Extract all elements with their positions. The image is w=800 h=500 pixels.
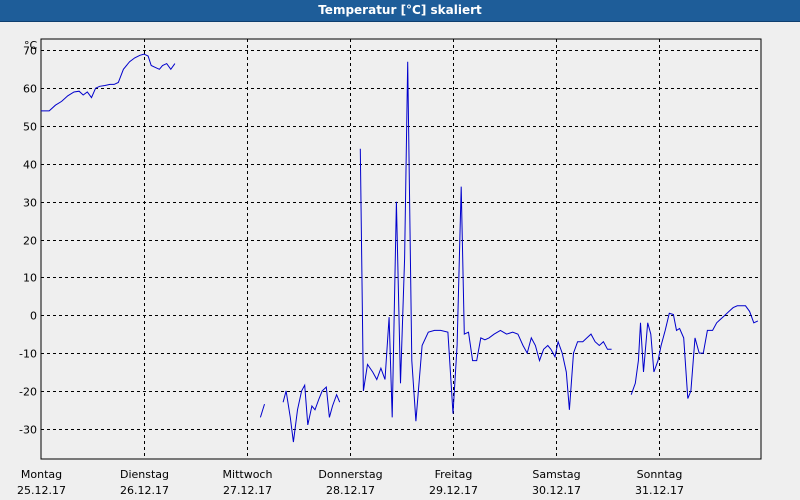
y-axis-ticks: 70 60 50 40 30 20 10 0 -10 -20 -30 — [19, 45, 37, 437]
chart-area: °C 70 60 50 40 30 20 10 0 -10 -20 -30 Montag 25.12.… — [0, 22, 800, 500]
x-tick-day-label: Donnerstag — [318, 468, 382, 481]
x-tick-day-label: Dienstag — [120, 468, 169, 481]
y-tick-label: 0 — [30, 310, 37, 323]
y-tick-label: 10 — [23, 272, 37, 285]
x-tick-day-label: Montag — [21, 468, 62, 481]
x-tick-date-label: 29.12.17 — [429, 484, 478, 497]
x-tick-day-label: Sonntag — [637, 468, 683, 481]
y-tick-label: 70 — [23, 45, 37, 58]
x-tick-date-label: 31.12.17 — [635, 484, 684, 497]
x-tick-date-label: 26.12.17 — [120, 484, 169, 497]
x-axis-ticks: Montag 25.12.17 Dienstag 26.12.17 Mittwoch 27… — [17, 468, 684, 497]
y-tick-label: 30 — [23, 197, 37, 210]
x-tick-date-label: 27.12.17 — [223, 484, 272, 497]
x-tick-day-label: Freitag — [435, 468, 473, 481]
series-line-segment — [259, 403, 265, 418]
grid-lines — [41, 39, 761, 459]
y-tick-label: 60 — [23, 83, 37, 96]
x-tick-date-label: 30.12.17 — [532, 484, 581, 497]
x-tick-day-label: Mittwoch — [223, 468, 273, 481]
y-tick-label: -10 — [19, 348, 37, 361]
y-tick-label: 20 — [23, 235, 37, 248]
series-line-segment — [41, 53, 176, 112]
series-line-segment — [359, 61, 612, 422]
plot-frame — [40, 38, 762, 460]
y-tick-label: 50 — [23, 121, 37, 134]
series-line-segment — [282, 383, 341, 443]
y-axis-unit: °C — [24, 39, 38, 52]
x-tick-date-label: 25.12.17 — [17, 484, 66, 497]
y-tick-label: -30 — [19, 424, 37, 437]
series-temperature — [41, 53, 759, 443]
y-tick-label: 40 — [23, 159, 37, 172]
y-tick-label: -20 — [19, 386, 37, 399]
x-tick-day-label: Samstag — [532, 468, 580, 481]
series-line-segment — [630, 305, 759, 399]
chart-title: Temperatur [°C] skaliert — [0, 0, 800, 22]
x-tick-date-label: 28.12.17 — [326, 484, 375, 497]
